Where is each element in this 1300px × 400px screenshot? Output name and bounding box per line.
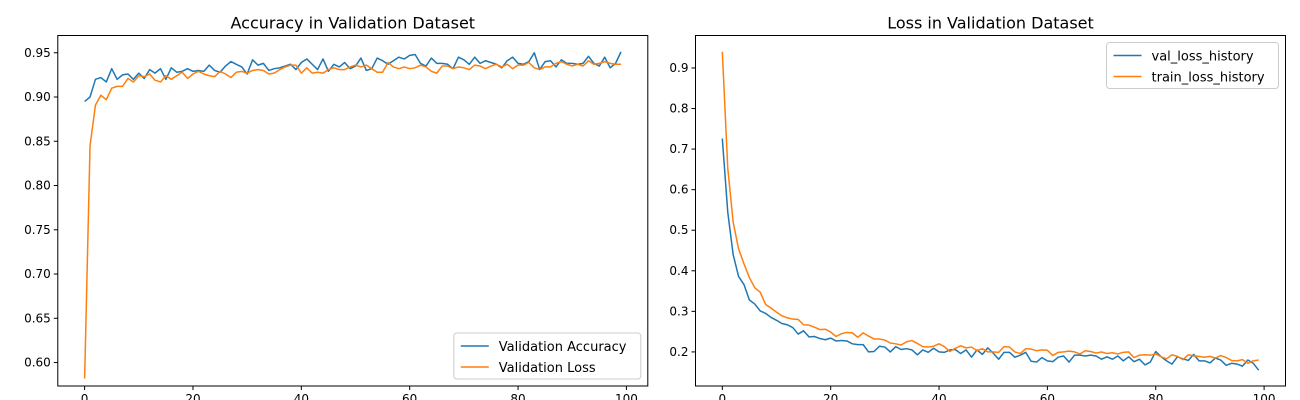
- series-line-1: [721, 138, 1260, 371]
- legend-box: [1106, 42, 1279, 89]
- y-tick-label: 0.60: [24, 356, 51, 370]
- y-tick-label: 0.85: [24, 134, 51, 148]
- plot-frame: [695, 35, 1286, 387]
- chart-title: Accuracy in Validation Dataset: [231, 14, 476, 33]
- legend: val_loss_history train_loss_history: [1106, 42, 1279, 89]
- y-tick-label: 0.6: [669, 183, 688, 197]
- chart-panel-2: Loss in Validation Dataset 0 20 40 60 80 100 0.…: [669, 14, 1286, 400]
- x-tick-label: 40: [294, 392, 309, 400]
- legend-label: Validation Accuracy: [499, 340, 627, 355]
- y-tick-label: 0.9: [669, 61, 688, 75]
- series-line-1: [84, 51, 622, 103]
- series-line-2: [83, 59, 621, 379]
- y-tick-label: 0.8: [669, 102, 688, 116]
- x-tick-label: 40: [931, 392, 946, 400]
- x-tick-label: 20: [185, 392, 200, 400]
- y-tick-label: 0.75: [24, 223, 51, 237]
- plot-frame: [57, 35, 649, 387]
- legend-box: [453, 332, 642, 380]
- legend-label: Validation Loss: [499, 361, 596, 376]
- chart-title: Loss in Validation Dataset: [887, 14, 1094, 33]
- legend: Validation Accuracy Validation Loss: [453, 332, 642, 380]
- y-tick-label: 0.3: [669, 304, 688, 318]
- x-tick-label: 80: [510, 392, 525, 400]
- legend-label: val_loss_history: [1152, 50, 1254, 65]
- y-tick-label: 0.80: [24, 179, 51, 193]
- y-tick-label: 0.5: [669, 223, 688, 237]
- y-tick-label: 0.2: [669, 345, 688, 359]
- x-tick-label: 100: [1253, 392, 1276, 400]
- y-tick-label: 0.4: [669, 264, 688, 278]
- x-tick-label: 60: [1040, 392, 1055, 400]
- chart-panel-1: Accuracy in Validation Dataset 0 20 40 60 80 1…: [24, 14, 649, 400]
- y-tick-label: 0.95: [24, 46, 51, 60]
- x-tick-label: 20: [823, 392, 838, 400]
- y-tick-label: 0.65: [24, 311, 51, 325]
- x-tick-label: 0: [718, 392, 726, 400]
- x-tick-label: 60: [402, 392, 417, 400]
- y-tick-label: 0.7: [669, 142, 688, 156]
- legend-label: train_loss_history: [1152, 71, 1265, 86]
- y-tick-label: 0.70: [24, 267, 51, 281]
- series-line-2: [721, 51, 1259, 365]
- x-tick-label: 80: [1148, 392, 1163, 400]
- x-tick-label: 100: [615, 392, 638, 400]
- y-tick-label: 0.90: [24, 90, 51, 104]
- x-tick-label: 0: [81, 392, 89, 400]
